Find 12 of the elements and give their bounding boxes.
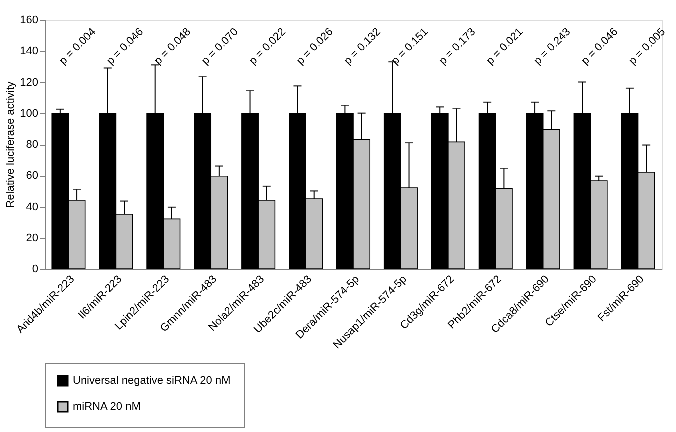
y-tick-label: 80 [26, 139, 38, 151]
y-axis-title: Relative luciferase activity [5, 81, 18, 208]
legend-label: miRNA 20 nM [73, 401, 141, 413]
y-tick-label: 100 [20, 108, 38, 120]
y-tick-label: 20 [26, 232, 38, 244]
y-tick-label: 120 [20, 76, 38, 89]
y-tick-label: 60 [26, 170, 38, 182]
legend-label: Universal negative siRNA 20 nM [73, 375, 231, 387]
y-tick-label: 140 [20, 46, 38, 58]
y-tick-label: 0 [32, 264, 38, 276]
y-tick-label: 160 [20, 14, 38, 26]
y-tick-label: 40 [26, 201, 38, 214]
